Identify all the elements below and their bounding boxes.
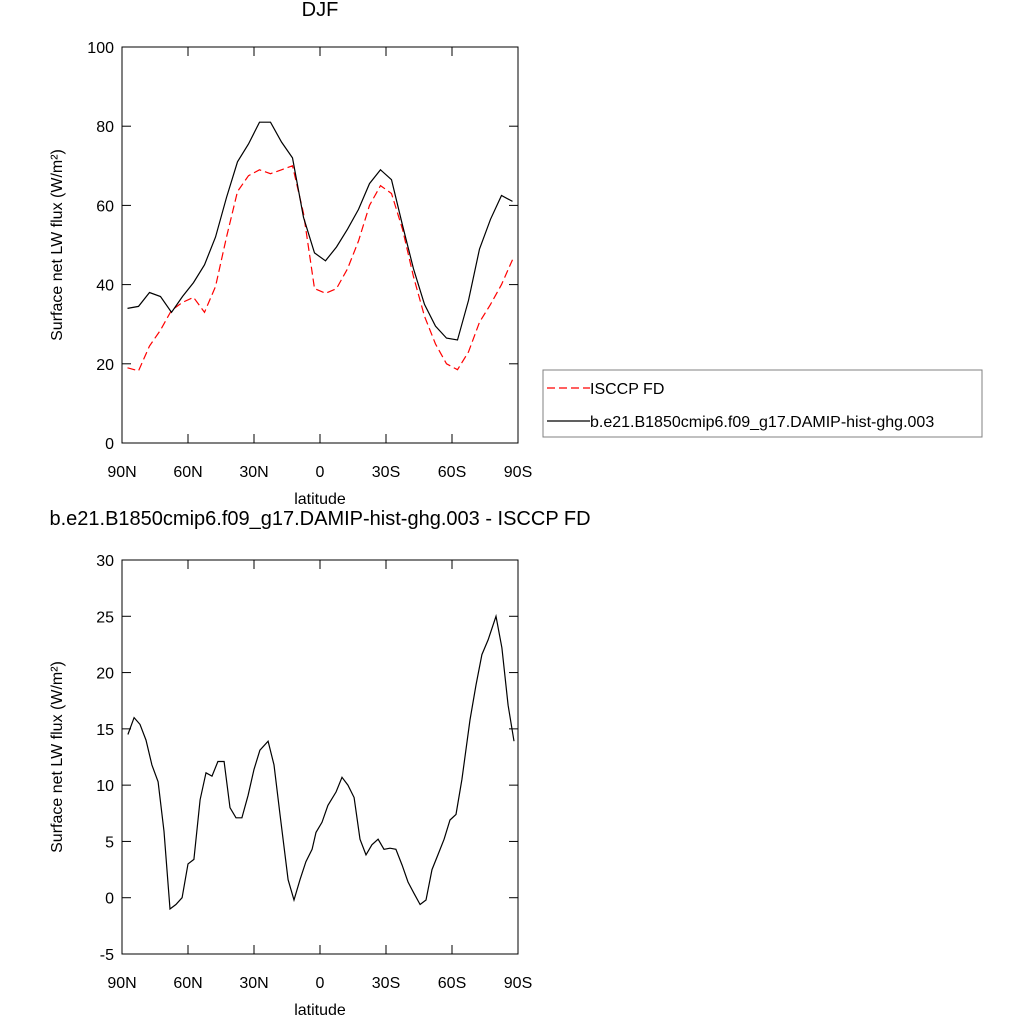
y-tick-label: 20: [96, 666, 114, 683]
x-tick-label: 90N: [107, 464, 136, 481]
x-tick-label: 90S: [504, 464, 532, 481]
y-tick-label: 40: [96, 278, 114, 295]
data-line: [127, 613, 515, 911]
x-axis-label: latitude: [294, 491, 346, 508]
x-tick-label: 0: [316, 464, 325, 481]
y-tick-label: 30: [96, 553, 114, 570]
x-tick-label: 90S: [504, 975, 532, 992]
y-tick-label: 80: [96, 119, 114, 136]
x-tick-label: 30S: [372, 975, 400, 992]
y-tick-label: 60: [96, 198, 114, 215]
x-tick-label: 60S: [438, 464, 466, 481]
x-tick-label: 30S: [372, 464, 400, 481]
y-tick-label: -5: [100, 947, 114, 964]
x-tick-label: 30N: [239, 975, 268, 992]
y-tick-label: 10: [96, 778, 114, 795]
legend-box: [542, 369, 983, 438]
x-tick-label: 60N: [173, 975, 202, 992]
plot-frame: [121, 46, 519, 444]
y-tick-label: 5: [105, 834, 114, 851]
x-tick-label: 30N: [239, 464, 268, 481]
data-line: [127, 121, 513, 341]
data-line: [127, 165, 514, 372]
x-tick-label: 60S: [438, 975, 466, 992]
y-tick-label: 0: [105, 891, 114, 908]
legend-label: ISCCP FD: [590, 381, 664, 398]
y-tick-label: 100: [87, 40, 114, 57]
y-axis-label: Surface net LW flux (W/m²): [49, 661, 66, 853]
plot-frame: [121, 559, 519, 955]
y-tick-label: 20: [96, 357, 114, 374]
chart-title: b.e21.B1850cmip6.f09_g17.DAMIP-hist-ghg.…: [49, 508, 590, 530]
y-tick-label: 0: [105, 436, 114, 453]
chart-title: DJF: [302, 0, 339, 21]
x-axis-label: latitude: [294, 1002, 346, 1019]
y-tick-label: 15: [96, 722, 114, 739]
x-tick-label: 60N: [173, 464, 202, 481]
legend-label: b.e21.B1850cmip6.f09_g17.DAMIP-hist-ghg.…: [590, 414, 934, 431]
y-axis-label: Surface net LW flux (W/m²): [49, 149, 66, 341]
x-tick-label: 90N: [107, 975, 136, 992]
x-tick-label: 0: [316, 975, 325, 992]
y-tick-label: 25: [96, 609, 114, 626]
